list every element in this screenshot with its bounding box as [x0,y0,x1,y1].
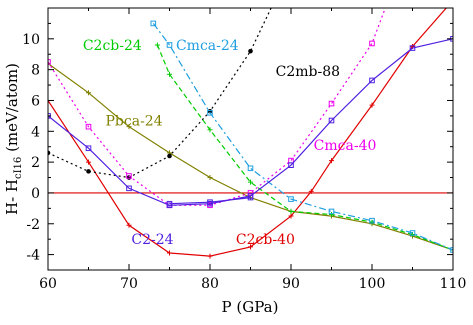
data-point-pbca-24 [126,124,132,130]
data-point-c2cb-40 [86,159,91,165]
y-axis-title-unit: (meV/atom) [3,63,21,157]
data-point-cmca-40 [126,173,132,179]
data-point-c2cb-24 [369,219,375,225]
data-point-cmca-40 [247,190,254,196]
data-point-cmca-40 [288,157,294,164]
data-point-series-7 [166,202,173,209]
x-tick-label: 60 [39,276,57,292]
data-point-series-7 [247,193,254,199]
x-tick-label: 90 [282,276,300,292]
data-point-c2cb-40 [329,158,334,164]
data-point-c2cb-24 [248,179,253,185]
data-point-series-7 [328,117,335,124]
label-layer: C2cb-24 Cmca-24 C2mb-88 Pbca-24 Cmca-40 C2-24… [83,38,377,248]
series-label-cmca-40: Cmca-40 [314,138,377,154]
data-point-cmca-24 [247,165,254,172]
data-point-c2cb-40 [369,102,375,108]
y-tick-label: -4 [26,248,40,264]
data-point-c2cb-40 [248,244,253,250]
series-line-c2mb-88 [48,8,272,179]
data-point-c2cb-24 [288,208,294,214]
data-point-c2cb-24 [167,71,172,77]
series-label-c2-24: C2-24 [131,232,173,248]
series-label-c2cb-24: C2cb-24 [83,38,142,54]
y-tick-label: 2 [31,155,40,171]
data-point-c2mb-88 [86,169,91,174]
data-point-cmca-24 [369,217,375,224]
data-point-c2cb-24 [450,247,453,253]
y-tick-label: 6 [31,93,40,109]
y-axis-title-main: H- H [3,179,21,215]
data-point-cmca-24 [409,230,416,236]
data-point-c2cb-24 [154,42,160,48]
data-point-c2cb-40 [288,213,294,219]
data-point-cmca-24 [450,247,453,253]
data-point-cmca-24 [150,20,157,27]
data-point-c2mb-88 [248,48,253,54]
series-label-pbca-24: Pbca-24 [106,114,163,130]
data-point-series-7 [207,200,213,207]
y-tick-label: -2 [26,217,40,233]
data-point-pbca-24 [48,60,51,66]
data-point-c2mb-88 [48,150,51,156]
data-point-series-7 [288,162,294,168]
y-tick-label: 8 [31,63,40,79]
data-point-c2mb-88 [273,0,278,3]
data-point-cmca-24 [288,196,294,202]
y-tick-label: 0 [31,186,40,202]
axis-layer: 60 70 80 90 100 110 -4 -2 0 2 4 6 8 10 [22,7,467,292]
series-line-pbca-24 [48,63,453,251]
data-point-series-7 [126,185,132,192]
data-point-c2cb-40 [167,250,172,256]
data-point-series-7 [409,45,416,51]
data-point-c2cb-40 [308,188,314,194]
series-line-c2cb-40 [48,8,448,257]
data-point-c2mb-88 [167,153,172,159]
data-point-cmca-24 [207,110,213,116]
y-tick-label: 4 [31,124,40,140]
data-point-pbca-24 [207,175,213,181]
x-tick-label: 110 [440,276,467,292]
data-point-series-7 [85,145,92,152]
data-point-series-7 [369,77,375,84]
data-point-c2cb-24 [329,212,334,218]
data-point-c2cb-40 [451,0,456,3]
data-point-cmca-40 [386,0,391,3]
data-point-cmca-40 [85,123,92,130]
x-tick-label: 80 [201,276,219,292]
y-axis-title-subscript: cI16 [13,157,24,179]
series-label-c2cb-40: C2cb-40 [236,232,295,248]
data-point-c2cb-40 [207,253,213,259]
x-axis-title: P (GPa) [222,298,279,316]
y-axis-title: H- HcI16 (meV/atom) [3,63,24,215]
data-point-c2cb-24 [207,127,213,133]
x-tick-label: 100 [359,276,386,292]
data-point-cmca-24 [328,208,335,215]
series-label-c2mb-88: C2mb-88 [276,64,340,80]
data-point-cmca-40 [328,100,335,107]
y-tick-label: 10 [22,32,40,48]
data-point-c2cb-40 [126,222,132,228]
series-line-series-7 [48,38,453,206]
data-point-cmca-24 [166,42,173,48]
series-line-cmca-40 [48,8,386,206]
series-label-cmca-24: Cmca-24 [176,38,239,54]
x-tick-label: 70 [120,276,138,292]
data-point-cmca-40 [369,40,375,47]
data-point-pbca-24 [86,90,91,96]
series-layer [48,0,456,259]
series-line-cmca-24 [152,23,453,251]
